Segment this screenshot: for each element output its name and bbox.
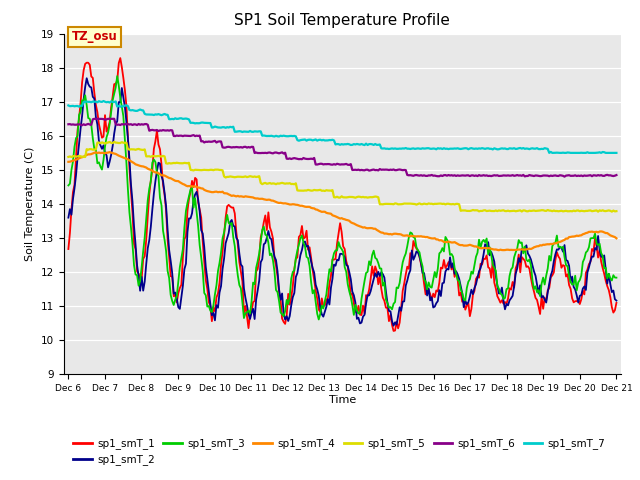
sp1_smT_1	[229, 204, 237, 210]
sp1_smT_4	[585, 229, 593, 235]
sp1_smT_5	[584, 208, 591, 214]
Line: sp1_smT_3: sp1_smT_3	[68, 76, 616, 320]
sp1_smT_7	[248, 129, 255, 134]
sp1_smT_2	[83, 75, 90, 81]
sp1_smT_3	[257, 239, 264, 245]
Legend: sp1_smT_1, sp1_smT_2, sp1_smT_3, sp1_smT_4, sp1_smT_5, sp1_smT_6, sp1_smT_7: sp1_smT_1, sp1_smT_2, sp1_smT_3, sp1_smT…	[69, 434, 609, 469]
sp1_smT_2	[390, 323, 397, 329]
sp1_smT_5	[612, 208, 620, 214]
sp1_smT_1	[257, 234, 264, 240]
sp1_smT_5	[248, 174, 255, 180]
sp1_smT_5	[306, 187, 314, 193]
sp1_smT_3	[612, 275, 620, 280]
sp1_smT_6	[306, 156, 314, 162]
sp1_smT_5	[133, 146, 141, 152]
sp1_smT_7	[306, 137, 314, 143]
sp1_smT_2	[257, 259, 264, 265]
sp1_smT_1	[585, 261, 593, 267]
sp1_smT_7	[545, 150, 553, 156]
sp1_smT_4	[248, 194, 255, 200]
sp1_smT_4	[495, 247, 502, 253]
sp1_smT_6	[133, 122, 141, 128]
sp1_smT_6	[257, 150, 264, 156]
sp1_smT_6	[585, 172, 593, 178]
sp1_smT_6	[248, 144, 255, 150]
sp1_smT_7	[229, 124, 237, 130]
sp1_smT_5	[257, 180, 264, 186]
sp1_smT_7	[65, 103, 72, 108]
sp1_smT_4	[257, 196, 264, 202]
sp1_smT_3	[133, 272, 141, 278]
sp1_smT_2	[612, 298, 620, 303]
Line: sp1_smT_2: sp1_smT_2	[68, 78, 616, 326]
Line: sp1_smT_7: sp1_smT_7	[68, 101, 616, 153]
sp1_smT_4	[229, 192, 237, 198]
sp1_smT_6	[561, 174, 568, 180]
sp1_smT_2	[248, 310, 255, 315]
sp1_smT_7	[612, 150, 620, 156]
sp1_smT_4	[106, 149, 113, 155]
Line: sp1_smT_4: sp1_smT_4	[68, 152, 616, 250]
sp1_smT_3	[248, 298, 255, 304]
sp1_smT_6	[65, 121, 72, 127]
sp1_smT_1	[612, 300, 620, 306]
X-axis label: Time: Time	[329, 395, 356, 405]
sp1_smT_7	[585, 150, 593, 156]
sp1_smT_3	[113, 73, 121, 79]
sp1_smT_4	[612, 235, 620, 241]
sp1_smT_4	[65, 159, 72, 165]
sp1_smT_1	[65, 246, 72, 252]
sp1_smT_3	[585, 244, 593, 250]
sp1_smT_1	[248, 309, 255, 314]
sp1_smT_6	[612, 172, 620, 178]
Title: SP1 Soil Temperature Profile: SP1 Soil Temperature Profile	[234, 13, 451, 28]
sp1_smT_2	[133, 263, 141, 268]
sp1_smT_3	[229, 234, 237, 240]
sp1_smT_5	[110, 139, 118, 145]
sp1_smT_6	[90, 116, 98, 122]
sp1_smT_3	[65, 182, 72, 188]
sp1_smT_2	[65, 215, 72, 220]
Line: sp1_smT_5: sp1_smT_5	[68, 142, 616, 212]
sp1_smT_6	[229, 144, 237, 150]
sp1_smT_1	[306, 244, 314, 250]
sp1_smT_7	[100, 98, 108, 104]
Y-axis label: Soil Temperature (C): Soil Temperature (C)	[26, 147, 35, 261]
sp1_smT_1	[390, 328, 397, 334]
sp1_smT_7	[257, 129, 264, 134]
sp1_smT_2	[229, 223, 237, 228]
sp1_smT_5	[65, 154, 72, 160]
sp1_smT_3	[306, 263, 314, 269]
sp1_smT_2	[306, 251, 314, 257]
sp1_smT_5	[229, 174, 237, 180]
Line: sp1_smT_6: sp1_smT_6	[68, 119, 616, 177]
sp1_smT_4	[306, 204, 314, 210]
sp1_smT_1	[133, 268, 141, 274]
sp1_smT_2	[585, 264, 593, 270]
sp1_smT_1	[116, 55, 124, 61]
sp1_smT_7	[133, 108, 141, 114]
sp1_smT_3	[315, 317, 323, 323]
sp1_smT_4	[133, 162, 141, 168]
sp1_smT_5	[595, 209, 602, 215]
Text: TZ_osu: TZ_osu	[72, 30, 118, 43]
Line: sp1_smT_1: sp1_smT_1	[68, 58, 616, 331]
